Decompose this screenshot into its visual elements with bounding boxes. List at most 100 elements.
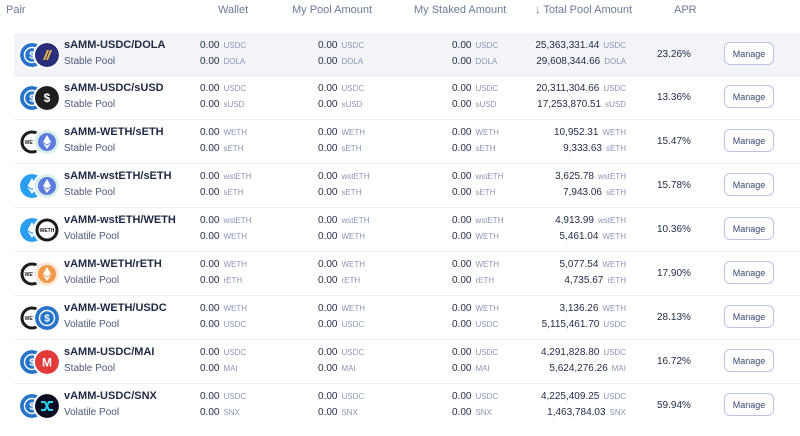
amount-value: 0.00 <box>452 391 472 402</box>
pool-name: sAMM-USDC/sUSD <box>64 82 164 94</box>
amount-value: 0.00 <box>452 231 472 242</box>
staked-amount: 0.00 WETH <box>452 231 562 242</box>
total-amount: 3,136.26 WETH <box>484 303 627 314</box>
pool-amount: 0.00 DOLA <box>318 56 428 67</box>
manage-button[interactable]: Manage <box>724 42 774 65</box>
table-row[interactable]: sAMM-wstETH/sETH Stable Pool 0.00 wstETH 0.0… <box>14 164 800 208</box>
svg-text:$: $ <box>44 91 51 105</box>
table-row[interactable]: WETH $ vAMM-WETH/USDC Volatile Pool 0.00 WETH… <box>14 296 800 340</box>
header-my-staked-amount: My Staked Amount <box>414 4 507 16</box>
token-symbol: DOLA <box>341 57 364 66</box>
token-symbol: USDC <box>341 348 365 357</box>
table-row[interactable]: $ sAMM-USDC/DOLA Stable Pool 0.00 USDC 0.00 DO… <box>14 33 800 77</box>
manage-button[interactable]: Manage <box>724 129 774 152</box>
header-wallet: Wallet <box>218 4 249 16</box>
staked-amount: 0.00 sUSD <box>452 99 562 110</box>
manage-button[interactable]: Manage <box>724 349 774 372</box>
svg-text:$: $ <box>29 402 35 413</box>
table-row[interactable]: WETH vAMM-wstETH/WETH Volatile Pool 0.00 wst… <box>14 208 800 252</box>
token-symbol: WETH <box>602 304 626 313</box>
total-amount: 25,363,331.44 USDC <box>484 40 626 51</box>
amount-value: 0.00 <box>200 391 220 402</box>
susd-icon: $ <box>33 84 61 112</box>
amount-value: 10,952.31 <box>553 127 599 138</box>
apr-value: 23.26% <box>657 49 691 60</box>
token-symbol: WETH <box>341 128 366 137</box>
staked-amount: 0.00 USDC <box>452 319 562 330</box>
seth-icon <box>33 128 61 156</box>
wallet-amount: 0.00 DOLA <box>200 56 310 67</box>
token-symbol: SNX <box>609 408 626 417</box>
token-symbol: DOLA <box>604 57 626 66</box>
amount-value: 0.00 <box>200 347 220 358</box>
token-symbol: rETH <box>607 276 626 285</box>
staked-amount: 0.00 DOLA <box>452 56 562 67</box>
amount-value: 0.00 <box>318 187 338 198</box>
staked-amount: 0.00 wstETH <box>452 171 562 182</box>
amount-value: 0.00 <box>200 127 220 138</box>
token-symbol: sETH <box>341 188 362 197</box>
token-symbol: USDC <box>603 348 626 357</box>
manage-button[interactable]: Manage <box>724 173 774 196</box>
amount-value: 0.00 <box>200 215 220 226</box>
amount-value: 0.00 <box>200 143 220 154</box>
manage-button[interactable]: Manage <box>724 305 774 328</box>
table-row[interactable]: WETH vAMM-WETH/rETH Volatile Pool 0.00 WETH 0… <box>14 252 800 296</box>
manage-button[interactable]: Manage <box>724 85 774 108</box>
amount-value: 0.00 <box>200 171 220 182</box>
amount-value: 7,943.06 <box>563 187 602 198</box>
staked-amount: 0.00 sETH <box>452 187 562 198</box>
pool-amount: 0.00 WETH <box>318 231 428 242</box>
amount-value: 5,624,276.26 <box>549 363 608 374</box>
token-symbol: USDC <box>603 392 626 401</box>
mai-icon: M <box>33 348 61 376</box>
manage-button[interactable]: Manage <box>724 393 774 416</box>
table-row[interactable]: $ vAMM-USDC/SNX Volatile Pool 0.00 USDC 0.00 S… <box>14 384 800 428</box>
header-my-pool-amount: My Pool Amount <box>292 4 373 16</box>
token-symbol: USDC <box>475 392 499 401</box>
token-symbol: rETH <box>341 276 361 285</box>
token-symbol: sETH <box>606 188 626 197</box>
row-divider <box>14 75 800 76</box>
token-symbol: DOLA <box>475 57 498 66</box>
manage-button[interactable]: Manage <box>724 261 774 284</box>
apr-value: 10.36% <box>657 224 691 235</box>
table-row[interactable]: $ $ sAMM-USDC/sUSD Stable Pool 0.00 USDC 0.00 s… <box>14 76 800 120</box>
amount-value: 0.00 <box>318 391 338 402</box>
table-row[interactable]: WETH sAMM-WETH/sETH Stable Pool 0.00 WETH 0.0… <box>14 120 800 164</box>
amount-value: 3,136.26 <box>559 303 599 314</box>
token-symbol: USDC <box>603 41 626 50</box>
amount-value: 0.00 <box>452 303 472 314</box>
token-symbol: USDC <box>223 348 247 357</box>
wallet-amount: 0.00 rETH <box>200 275 310 286</box>
token-symbol: MAI <box>341 364 356 373</box>
token-symbol: WETH <box>602 232 626 241</box>
token-symbol: WETH <box>223 260 248 269</box>
amount-value: 0.00 <box>318 347 338 358</box>
apr-value: 28.13% <box>657 312 691 323</box>
wallet-amount: 0.00 WETH <box>200 303 310 314</box>
amount-value: 0.00 <box>200 83 220 94</box>
header-total-pool-amount[interactable]: ↓ Total Pool Amount <box>535 4 633 16</box>
token-symbol: USDC <box>475 320 499 329</box>
token-symbol: USDC <box>223 320 247 329</box>
total-amount: 4,291,828.80 USDC <box>484 347 626 358</box>
token-symbol: USDC <box>341 41 365 50</box>
amount-value: 0.00 <box>452 275 472 286</box>
manage-button[interactable]: Manage <box>724 217 774 240</box>
pool-amount: 0.00 sUSD <box>318 99 428 110</box>
amount-value: 0.00 <box>318 319 338 330</box>
token-symbol: USDC <box>223 41 247 50</box>
amount-value: 0.00 <box>452 215 472 226</box>
token-symbol: wstETH <box>223 216 252 225</box>
pool-type: Stable Pool <box>64 56 116 67</box>
token-symbol: sETH <box>606 144 626 153</box>
amount-value: 0.00 <box>452 187 472 198</box>
amount-value: 0.00 <box>200 303 220 314</box>
staked-amount: 0.00 SNX <box>452 407 562 418</box>
total-amount: 17,253,870.51 sUSD <box>484 99 626 110</box>
amount-value: 4,735.67 <box>564 275 604 286</box>
amount-value: 0.00 <box>318 363 338 374</box>
row-divider <box>14 295 800 296</box>
